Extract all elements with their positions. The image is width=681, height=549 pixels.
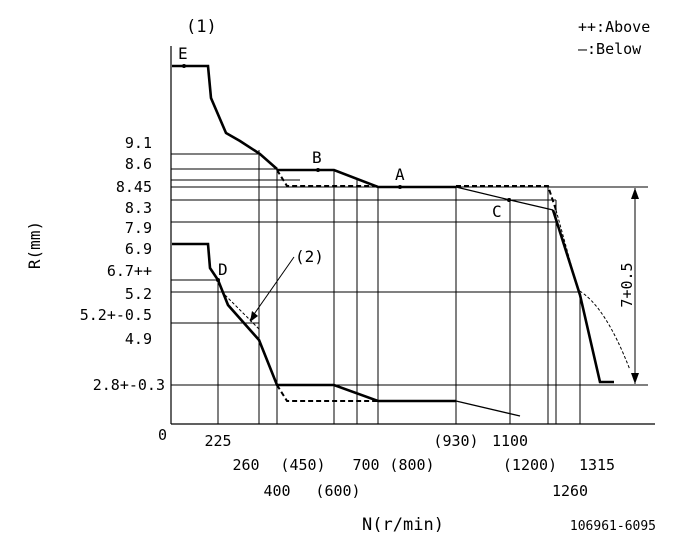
lower-curve	[172, 242, 456, 403]
x-gridlines	[217, 150, 581, 424]
chart-title: (1)	[186, 17, 217, 37]
upper-curve-flat-start	[172, 64, 278, 170]
legend-below: —:Below	[578, 40, 642, 58]
y-tick-5.2: 5.2	[125, 285, 152, 303]
lower-curve-above-bound	[224, 294, 261, 331]
y-tick-8.3: 8.3	[125, 199, 152, 217]
point-label-a: A	[395, 165, 405, 184]
point-markers	[182, 64, 511, 282]
upper-curve-below	[276, 169, 378, 187]
x-tick-400: 400	[263, 482, 290, 500]
x-tick-260: 260	[232, 456, 259, 474]
x-tick-930: (930)	[433, 432, 478, 450]
x-tick-1100: 1100	[492, 432, 528, 450]
x-tick-450: (450)	[280, 456, 325, 474]
y-tick-6.7: 6.7++	[107, 262, 152, 280]
dimension-label: 7+0.5	[618, 262, 636, 307]
x-tick-1260: 1260	[552, 482, 588, 500]
figure-code: 106961-6095	[570, 519, 656, 534]
dimension-arrow	[631, 188, 639, 384]
y-axis-label: R(mm)	[25, 221, 44, 269]
legend-above: ++:Above	[578, 18, 650, 36]
upper-curve-below-droop	[555, 209, 631, 371]
point-label-e: E	[178, 44, 188, 63]
x-tick-1200: (1200)	[503, 456, 557, 474]
y-tick-8.45: 8.45	[116, 178, 152, 196]
x-tick-225: 225	[204, 432, 231, 450]
y-tick-6.9: 6.9	[125, 240, 152, 258]
y-tick-7.9: 7.9	[125, 219, 152, 237]
x-axis-label: N(r/min)	[362, 515, 444, 535]
x-tick-800: (800)	[389, 456, 434, 474]
y-tick-4.9: 4.9	[125, 330, 152, 348]
upper-curve-plateau-b	[277, 168, 456, 189]
x-tick-700: 700	[352, 456, 379, 474]
y-tick-2.8: 2.8+-0.3	[93, 376, 165, 394]
point-label-b: B	[312, 148, 322, 167]
x-origin-label: 0	[158, 426, 167, 444]
x-tick-1315: 1315	[579, 456, 615, 474]
point-label-d: D	[218, 260, 228, 279]
lower-curve-below	[276, 384, 378, 402]
upper-curve-droop	[551, 209, 614, 384]
point-label-c: C	[492, 202, 502, 221]
y-gridlines	[171, 153, 648, 386]
x-tick-labels: 225 (450) 700 (800) (930) 1100 (1200) 13…	[204, 432, 615, 500]
callout-2: (2)	[295, 247, 324, 266]
y-tick-9.1: 9.1	[125, 134, 152, 152]
y-tick-5.2-tol: 5.2+-0.5	[80, 306, 152, 324]
y-tick-labels: 9.1 8.6 8.45 8.3 7.9 6.9 6.7++ 5.2 5.2+-…	[80, 134, 165, 394]
y-tick-8.6: 8.6	[125, 155, 152, 173]
upper-curve-decline-c	[455, 186, 554, 211]
x-tick-600: (600)	[315, 482, 360, 500]
callout-2-leader	[249, 256, 295, 322]
lower-curve-tail	[455, 400, 521, 417]
upper-curve-below-plateau	[456, 185, 557, 211]
